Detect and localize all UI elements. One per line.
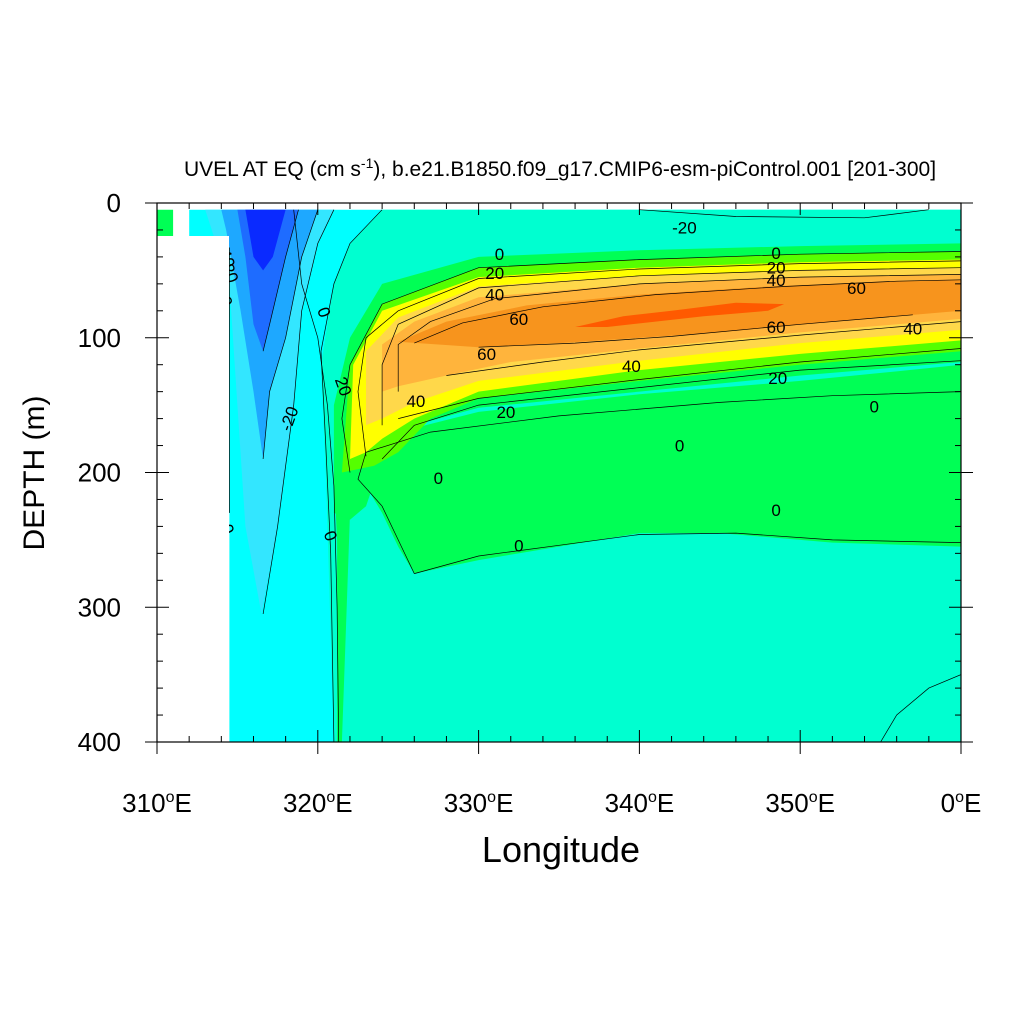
contour-label-17: 0 [869, 398, 878, 417]
x-tick-labels: 310oE 320oE 330oE 340oE 350oE 0oE [122, 788, 981, 818]
x-tick-label-2: 330oE [444, 788, 514, 818]
contour-line-6 [381, 360, 961, 460]
x-tick-label-3: 340oE [605, 788, 675, 818]
contour-label-2: 20 [485, 264, 504, 283]
contour-region-core-70 [575, 302, 785, 327]
chart-title-main: UVEL AT EQ (cm s [184, 158, 361, 181]
contour-line-8 [446, 321, 961, 376]
contour-label-4: 60 [509, 310, 528, 329]
y-tick-label-1: 100 [78, 323, 121, 353]
contour-line-5 [414, 279, 961, 344]
contour-region-jet-m60 [245, 209, 286, 271]
land-mask [157, 236, 229, 742]
x-tick-label-5: 0oE [941, 788, 982, 818]
contour-line-7 [398, 348, 961, 419]
axis-ticks [145, 202, 973, 754]
y-tick-label-3: 300 [78, 592, 121, 622]
contour-line-0 [293, 209, 340, 742]
contour-line-17 [639, 209, 929, 219]
y-tick-label-0: 0 [107, 188, 121, 218]
contour-region-deep-eastward [333, 364, 961, 742]
contour-line-2 [357, 260, 961, 457]
y-tick-label-4: 400 [78, 727, 121, 757]
contour-line-3 [381, 267, 961, 426]
contour-label-0: -20 [672, 218, 697, 237]
contour-line-15 [262, 209, 319, 460]
x-tick-label-4: 350oE [765, 788, 835, 818]
contour-label-14: 20 [496, 403, 515, 422]
x-tick-label-1: 320oE [283, 788, 353, 818]
y-axis-label: DEPTH (m) [18, 396, 51, 551]
contour-label-19: 0 [771, 501, 780, 520]
chart-title-sup: -1 [361, 155, 374, 171]
contour-label-7: 60 [847, 279, 866, 298]
contour-label-1: 0 [495, 245, 504, 264]
contour-label-15: 40 [406, 392, 425, 411]
contour-label-6: 40 [622, 357, 641, 376]
contour-line-12 [320, 209, 383, 742]
x-tick-label-0: 310oE [122, 788, 192, 818]
chart-title: UVEL AT EQ (cm s-1), b.e21.B1850.f09_g17… [184, 155, 936, 181]
contour-region-jet-m10 [205, 209, 334, 614]
contour-lines [229, 209, 961, 742]
contour-line-4 [397, 274, 961, 392]
contour-line-14 [262, 209, 335, 615]
y-tick-labels: 0 100 200 300 400 [78, 188, 121, 757]
contour-region-deep-zero-patch-east [880, 674, 961, 742]
contour-label-12: 0 [771, 244, 780, 263]
contour-region-jet-m20 [221, 209, 318, 459]
contour-label-8: 60 [767, 318, 786, 337]
contour-line-18 [880, 674, 961, 742]
contour-label-11: 20 [767, 259, 786, 278]
contour-line-10 [357, 391, 961, 574]
contour-label-20: 0 [514, 536, 523, 555]
contour-label-9: 40 [903, 319, 922, 338]
contour-line-11 [414, 532, 961, 574]
contour-line-9 [478, 314, 913, 348]
contour-fill [157, 209, 961, 742]
contour-label-16: 0 [675, 437, 684, 456]
chart-title-rest: ), b.e21.B1850.f09_g17.CMIP6-esm-piContr… [373, 158, 936, 181]
x-axis-label: Longitude [482, 829, 640, 870]
contour-label-10: 40 [767, 271, 786, 290]
contour-label-3: 40 [485, 286, 504, 305]
contour-region-surface-patch-a [157, 209, 174, 237]
contour-line-16 [262, 209, 299, 352]
contour-line-1 [341, 251, 961, 473]
contour-label-18: 0 [434, 469, 443, 488]
contour-label-5: 60 [477, 345, 496, 364]
contour-label-13: 20 [768, 369, 787, 388]
y-tick-label-2: 200 [78, 458, 121, 488]
